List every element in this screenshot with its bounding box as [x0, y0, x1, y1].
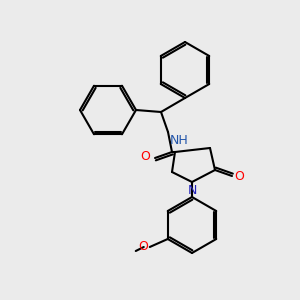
- Text: NH: NH: [170, 134, 189, 147]
- Text: O: O: [138, 241, 148, 254]
- Text: O: O: [234, 169, 244, 182]
- Text: O: O: [140, 149, 150, 163]
- Text: N: N: [187, 184, 197, 197]
